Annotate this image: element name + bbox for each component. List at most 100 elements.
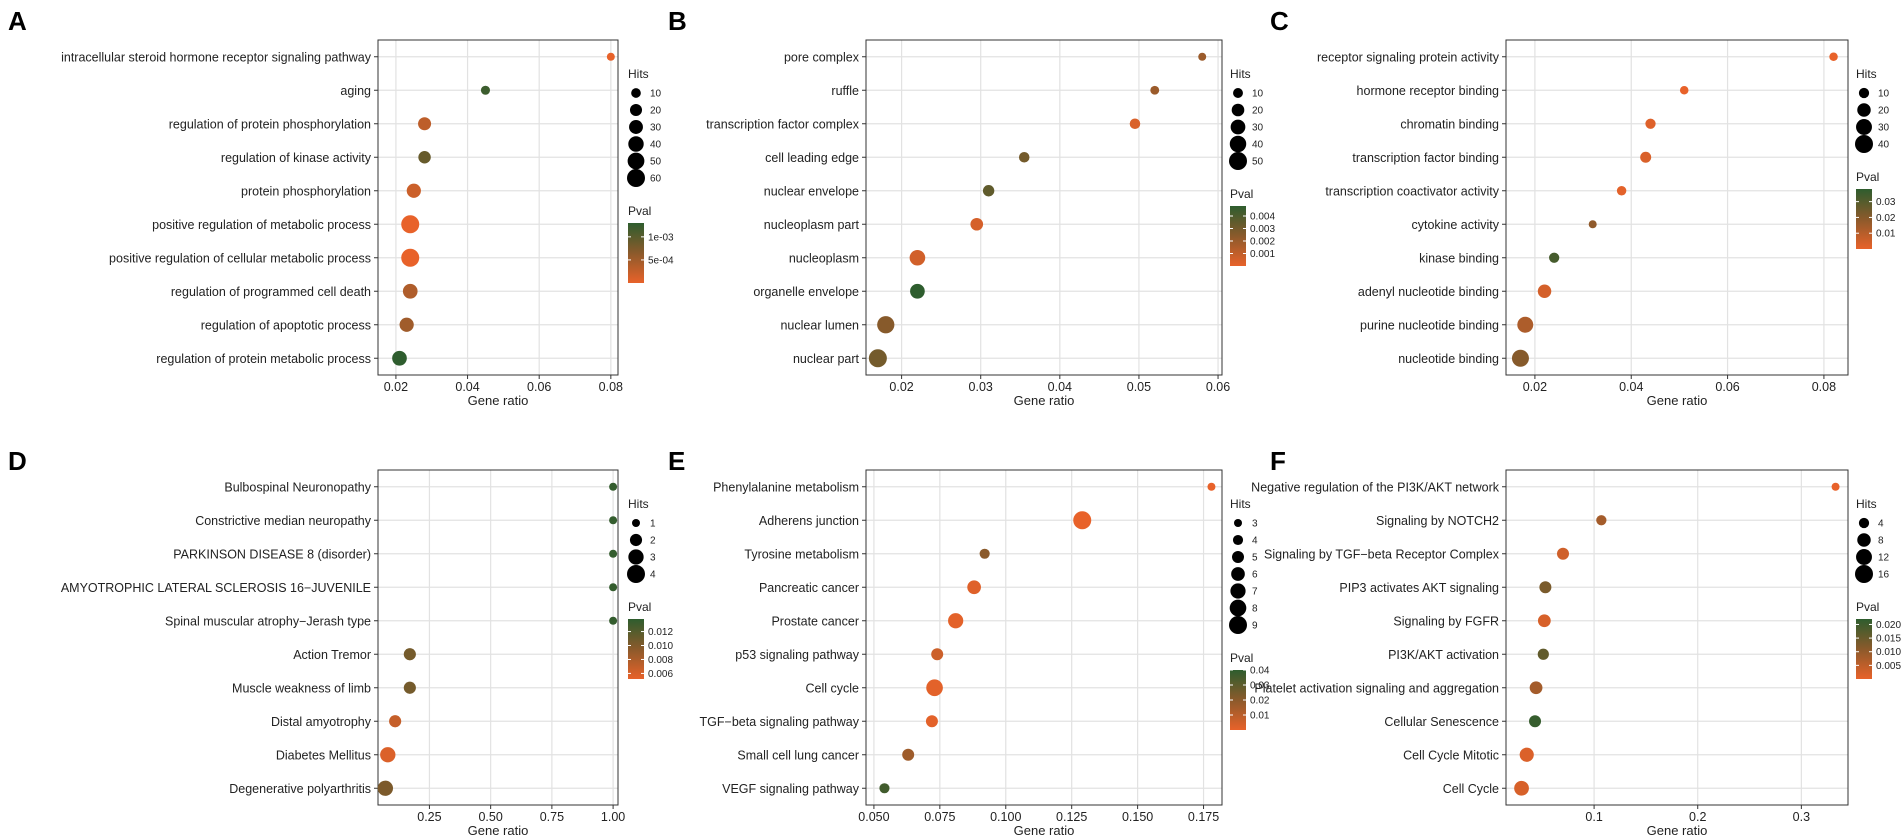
panel-letter-d: D <box>8 446 27 476</box>
data-point <box>1679 85 1689 95</box>
x-tick-label: 0.175 <box>1188 810 1219 824</box>
size-legend-key <box>628 136 644 152</box>
data-point <box>1150 85 1160 95</box>
y-category-label: protein phosphorylation <box>241 184 371 198</box>
plot-frame <box>377 39 619 376</box>
y-category-label: nucleoplasm <box>789 251 859 265</box>
x-tick-label: 0.04 <box>455 380 479 394</box>
x-tick-label: 0.25 <box>417 810 441 824</box>
color-legend-bar <box>1856 619 1872 679</box>
color-legend-label: 1e-03 <box>648 232 674 243</box>
size-legend-label: 20 <box>650 106 662 117</box>
size-legend-label: 2 <box>650 536 656 547</box>
y-category-label: AMYOTROPHIC LATERAL SCLEROSIS 16−JUVENIL… <box>61 581 371 595</box>
data-point <box>1537 284 1552 298</box>
color-legend-label: 0.02 <box>1250 696 1270 707</box>
y-category-label: Tyrosine metabolism <box>744 547 859 561</box>
plot-frame <box>377 469 619 806</box>
x-tick-label: 0.125 <box>1056 810 1087 824</box>
x-axis-title: Gene ratio <box>1647 823 1708 838</box>
x-tick-label: 0.06 <box>1206 380 1230 394</box>
color-legend-label: 0.03 <box>1250 681 1270 692</box>
y-category-label: TGF−beta signaling pathway <box>700 715 860 729</box>
x-tick-label: 0.06 <box>527 380 551 394</box>
y-category-label: Cell Cycle <box>1443 782 1499 796</box>
y-category-label: regulation of kinase activity <box>221 151 372 165</box>
size-legend-key <box>1232 551 1244 563</box>
color-legend-label: 0.020 <box>1876 620 1901 631</box>
y-category-label: p53 signaling pathway <box>735 648 859 662</box>
y-category-label: Spinal muscular atrophy−Jerash type <box>165 614 371 628</box>
x-tick-label: 1.00 <box>601 810 625 824</box>
panel-a: A intracellular steroid hormone receptor… <box>8 6 674 408</box>
size-legend-label: 8 <box>1878 536 1884 547</box>
y-category-label: nuclear lumen <box>780 318 859 332</box>
y-category-label: Signaling by NOTCH2 <box>1376 514 1499 528</box>
x-tick-label: 0.02 <box>889 380 913 394</box>
y-category-label: kinase binding <box>1419 251 1499 265</box>
color-legend-bar <box>628 223 644 283</box>
y-category-label: Cell Cycle Mitotic <box>1403 748 1499 762</box>
y-category-label: pore complex <box>784 50 860 64</box>
color-legend-title: Pval <box>628 600 651 614</box>
data-point <box>948 613 964 629</box>
size-legend-key <box>1232 534 1244 546</box>
y-category-label: Negative regulation of the PI3K/AKT netw… <box>1251 480 1500 494</box>
size-legend-key <box>1233 88 1243 98</box>
size-legend-label: 3 <box>650 553 656 564</box>
y-category-label: Distal amyotrophy <box>271 715 372 729</box>
data-point <box>1529 681 1543 695</box>
y-category-label: Pancreatic cancer <box>759 581 859 595</box>
data-point <box>909 249 926 266</box>
color-legend-title: Pval <box>1230 651 1253 665</box>
y-category-label: PARKINSON DISEASE 8 (disorder) <box>173 547 371 561</box>
size-legend-key <box>1229 135 1247 153</box>
x-tick-label: 0.100 <box>990 810 1021 824</box>
data-point <box>1207 482 1216 491</box>
size-legend-label: 40 <box>1878 140 1890 151</box>
y-category-label: purine nucleotide binding <box>1360 318 1499 332</box>
y-category-label: Cell cycle <box>806 681 860 695</box>
data-point <box>392 350 407 366</box>
size-legend-key <box>632 519 640 527</box>
panel-c: C receptor signaling protein activity hor… <box>1270 6 1896 408</box>
data-point <box>402 283 418 299</box>
data-point <box>1073 511 1092 530</box>
x-tick-label: 0.04 <box>1619 380 1643 394</box>
data-point <box>1537 648 1549 660</box>
data-point <box>380 747 396 763</box>
size-legend-key <box>1231 567 1245 581</box>
size-legend-label: 40 <box>650 140 662 151</box>
panel-letter-c: C <box>1270 6 1289 36</box>
data-point <box>401 248 420 267</box>
size-legend-key <box>1229 616 1247 634</box>
size-legend-title: Hits <box>1856 67 1877 81</box>
x-axis-title: Gene ratio <box>1014 393 1075 408</box>
y-category-label: Adherens junction <box>759 514 859 528</box>
data-point <box>982 185 995 197</box>
size-legend-label: 10 <box>1252 89 1264 100</box>
color-legend-label: 0.008 <box>648 655 673 666</box>
data-point <box>1519 747 1534 762</box>
data-point <box>1829 52 1838 62</box>
y-category-label: nuclear part <box>793 352 860 366</box>
x-tick-label: 0.3 <box>1793 810 1810 824</box>
size-legend-key <box>1230 583 1246 599</box>
x-tick-label: 0.08 <box>599 380 623 394</box>
x-tick-label: 0.06 <box>1715 380 1739 394</box>
data-point <box>1537 614 1551 628</box>
color-legend-title: Pval <box>1230 187 1253 201</box>
data-point <box>403 648 416 661</box>
size-legend-label: 50 <box>650 157 662 168</box>
data-point <box>1529 715 1542 728</box>
y-category-label: PI3K/AKT activation <box>1388 648 1499 662</box>
size-legend-title: Hits <box>1856 497 1877 511</box>
y-category-label: nucleotide binding <box>1398 352 1499 366</box>
data-point <box>967 580 981 595</box>
y-category-label: cytokine activity <box>1411 218 1499 232</box>
color-legend-title: Pval <box>1856 170 1879 184</box>
y-category-label: positive regulation of cellular metaboli… <box>109 251 371 265</box>
y-category-label: PIP3 activates AKT signaling <box>1339 581 1499 595</box>
x-tick-label: 0.150 <box>1122 810 1153 824</box>
data-point <box>970 217 984 231</box>
